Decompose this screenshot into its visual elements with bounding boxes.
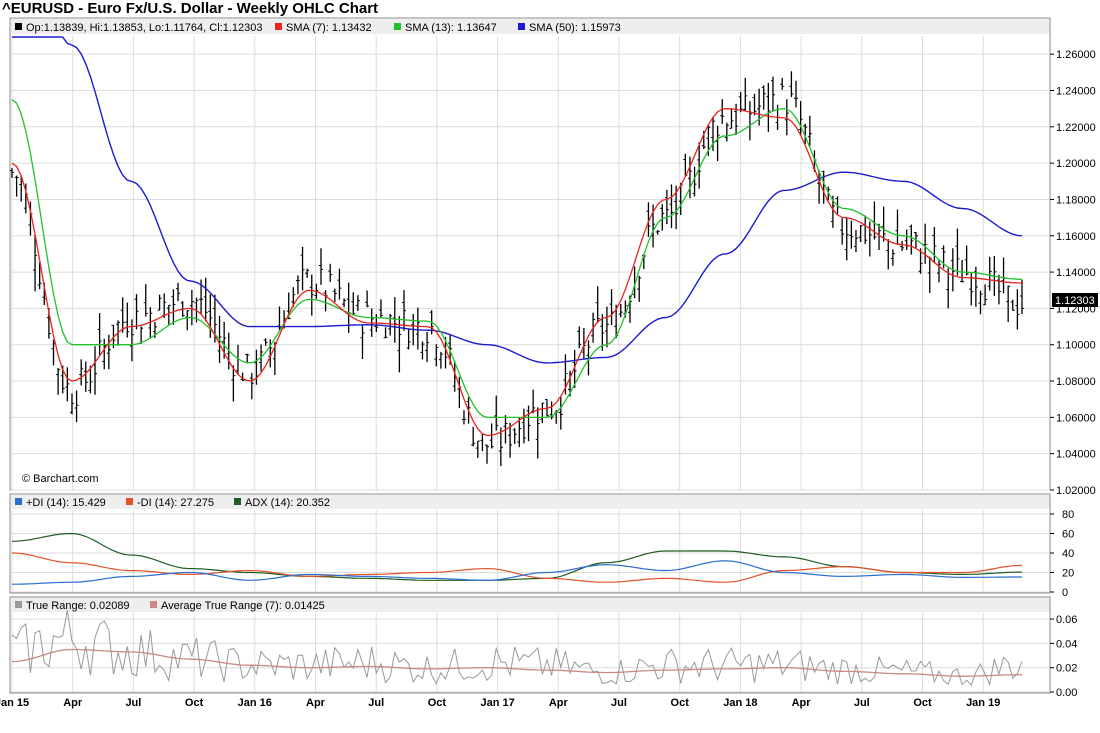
tr-panel <box>9 596 1051 694</box>
dmi-y-tick-label: 0 <box>1062 587 1068 599</box>
x-tick-label: Jan 16 <box>238 697 272 709</box>
price-y-tick-label: 1.18000 <box>1056 194 1096 206</box>
sma13-line <box>11 99 1023 419</box>
x-tick-label: Oct <box>185 697 204 709</box>
x-tick-label: Jan 19 <box>966 697 1000 709</box>
last-price-flag <box>1052 293 1098 307</box>
x-tick-label: Oct <box>428 697 447 709</box>
ohlc-legend-text: Op:1.13839, Hi:1.13853, Lo:1.11764, Cl:1… <box>26 22 262 34</box>
tr-legend-bar <box>11 598 1049 612</box>
price-legend-bar <box>11 19 1049 34</box>
dmi-legend: +DI (14): 15.429 -DI (14): 27.275 ADX (1… <box>15 497 330 509</box>
last-price-value: 1.12303 <box>1055 295 1095 307</box>
x-tick-label: Jul <box>854 697 870 709</box>
x-tick-label: Jul <box>125 697 141 709</box>
price-y-tick-label: 1.04000 <box>1056 449 1096 461</box>
price-y-tick-label: 1.26000 <box>1056 49 1096 61</box>
dmi-y-tick-label: 80 <box>1062 509 1074 521</box>
atr-legend-text: Average True Range (7): 0.01425 <box>161 600 325 612</box>
tr-y-tick-label: 0.04 <box>1056 638 1077 650</box>
y-axis-ticks: 1.26000 1.24000 1.22000 1.20000 1.18000 1.160… <box>1050 49 1096 699</box>
price-y-tick-label: 1.06000 <box>1056 412 1096 424</box>
true-range-line <box>11 610 1023 687</box>
x-tick-label: Jul <box>611 697 627 709</box>
tr-y-tick-label: 0.00 <box>1056 687 1077 699</box>
adx-legend-text: ADX (14): 20.352 <box>245 497 330 509</box>
x-tick-label: Apr <box>549 697 569 709</box>
price-y-tick-label: 1.14000 <box>1056 267 1096 279</box>
price-y-tick-label: 1.22000 <box>1056 122 1096 134</box>
dmi-y-tick-label: 60 <box>1062 529 1074 541</box>
price-y-tick-label: 1.16000 <box>1056 231 1096 243</box>
dmi-y-tick-label: 20 <box>1062 568 1074 580</box>
sma7-line <box>11 108 1023 437</box>
adx-legend-swatch <box>234 498 241 505</box>
price-y-tick-label: 1.24000 <box>1056 85 1096 97</box>
page-title: ^EURUSD - Euro Fx/U.S. Dollar - Weekly O… <box>2 0 379 17</box>
grid-lines <box>11 36 1050 693</box>
x-tick-label: Apr <box>792 697 812 709</box>
ohlc-legend-swatch <box>15 23 22 30</box>
price-panel <box>9 17 1051 491</box>
price-y-tick-label: 1.02000 <box>1056 485 1096 497</box>
x-tick-label: Oct <box>671 697 690 709</box>
price-y-tick-label: 1.08000 <box>1056 376 1096 388</box>
sma7-legend-swatch <box>275 23 282 30</box>
price-y-tick-label: 1.10000 <box>1056 340 1096 352</box>
sma13-legend-text: SMA (13): 1.13647 <box>405 22 497 34</box>
price-y-tick-label: 1.20000 <box>1056 158 1096 170</box>
price-legend: Op:1.13839, Hi:1.13853, Lo:1.11764, Cl:1… <box>15 22 621 34</box>
x-tick-label: Oct <box>913 697 932 709</box>
minus-di-legend-swatch <box>126 498 133 505</box>
true-range-legend-swatch <box>15 601 22 608</box>
sma13-legend-swatch <box>394 23 401 30</box>
sma50-line <box>12 36 1023 364</box>
x-axis-ticks: Jan 15 Apr Jul Oct Jan 16 Apr Jul Oct Jan 17 Apr J… <box>0 697 1000 709</box>
x-tick-label: Jan 17 <box>480 697 514 709</box>
x-tick-label: Apr <box>63 697 83 709</box>
x-tick-label: Apr <box>306 697 326 709</box>
x-tick-label: Jul <box>368 697 384 709</box>
sma7-legend-text: SMA (7): 1.13432 <box>286 22 372 34</box>
x-tick-label: Jan 18 <box>723 697 757 709</box>
tr-y-tick-label: 0.06 <box>1056 614 1077 626</box>
minus-di-legend-text: -DI (14): 27.275 <box>137 497 214 509</box>
atr-line <box>11 648 1022 677</box>
plus-di-legend-swatch <box>15 498 22 505</box>
tr-legend: True Range: 0.02089 Average True Range (… <box>15 600 325 612</box>
plus-di-line <box>12 560 1022 585</box>
dmi-y-tick-label: 40 <box>1062 548 1074 560</box>
plus-di-legend-text: +DI (14): 15.429 <box>26 497 106 509</box>
watermark: © Barchart.com <box>22 473 99 485</box>
sma50-legend-swatch <box>518 23 525 30</box>
x-tick-label: Jan 15 <box>0 697 29 709</box>
sma50-legend-text: SMA (50): 1.15973 <box>529 22 621 34</box>
minus-di-line <box>11 552 1023 583</box>
indicator-lines <box>11 36 1023 687</box>
tr-y-tick-label: 0.02 <box>1056 663 1077 675</box>
dmi-legend-bar <box>11 495 1049 509</box>
true-range-legend-text: True Range: 0.02089 <box>26 600 130 612</box>
ohlc-bars <box>10 71 1024 467</box>
atr-legend-swatch <box>150 601 157 608</box>
